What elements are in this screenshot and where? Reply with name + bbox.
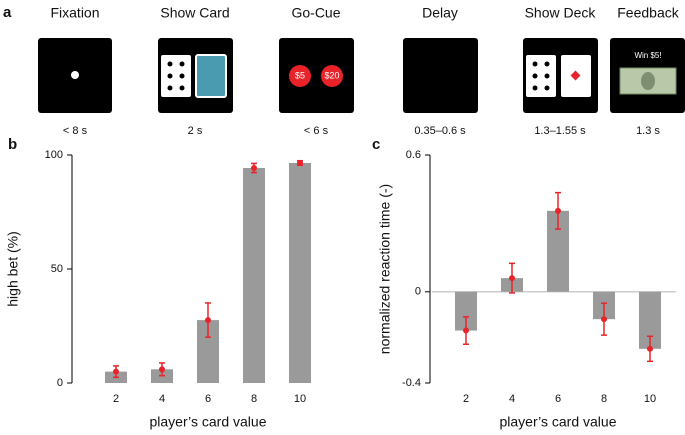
mean-marker [113,368,119,375]
x-tick-label: 10 [294,393,306,405]
mean-marker [159,366,165,373]
x-tick-label: 2 [463,393,469,405]
y-axis-label: normalized reaction time (-) [377,184,393,354]
x-tick-label: 6 [205,393,211,405]
x-tick-label: 4 [159,393,165,405]
x-tick-label: 10 [644,393,656,405]
card [526,55,556,97]
card-pips [532,61,550,91]
mean-marker [205,317,211,324]
y-tick-label: 0 [415,286,421,298]
bet-button [289,65,311,87]
mean-marker [251,164,257,171]
stage-title: Show Deck [525,5,597,21]
mean-marker [647,345,653,352]
bar [455,291,477,331]
stage-duration: 1.3–1.55 s [534,125,586,137]
stage-duration: < 8 s [63,125,88,137]
stage-duration: 0.35–0.6 s [414,125,466,137]
x-axis-label: player’s card value [500,414,617,430]
x-tick-label: 8 [601,393,607,405]
stage-title: Feedback [617,5,679,21]
y-tick-label: -0.4 [402,377,421,389]
y-tick-label: 0 [57,377,63,389]
y-tick-label: 50 [51,263,63,275]
y-tick-label: 100 [45,149,63,161]
x-axis-label: player’s card value [150,414,267,430]
bet-button [321,65,343,87]
y-tick-label: 0.6 [406,149,421,161]
card [161,55,191,97]
mean-marker [601,316,607,323]
bet-label: $20 [324,70,339,80]
bar [289,162,311,383]
screen [403,38,478,113]
stage-title: Go-Cue [291,5,340,21]
stage-duration: 2 s [188,125,203,137]
stage-duration: 1.3 s [636,125,660,137]
bar [243,167,265,383]
panel-label: a [3,4,12,21]
card-pips [167,61,185,91]
bar [197,320,219,383]
bet-label: $5 [295,70,305,80]
mean-marker [555,207,561,214]
panel-label: c [372,136,380,153]
card-back [195,54,227,98]
y-axis-label: high bet (%) [5,231,21,306]
x-tick-label: 8 [251,393,257,405]
mean-marker [463,327,469,334]
stage-title: Fixation [50,5,99,21]
panel-label: b [8,136,17,153]
bar [639,291,661,349]
stage-title: Show Card [160,5,229,21]
stage-title: Delay [422,5,458,21]
mean-marker [509,275,515,282]
mean-marker [297,159,303,166]
bar [547,210,569,292]
fixation-dot [71,71,79,79]
banknote-portrait [641,72,655,90]
feedback-message: Win $5! [634,51,661,60]
x-tick-label: 6 [555,393,561,405]
card-pip [570,70,581,81]
x-tick-label: 4 [509,393,515,405]
x-tick-label: 2 [113,393,119,405]
screen [279,38,354,113]
stage-duration: < 6 s [304,125,329,137]
